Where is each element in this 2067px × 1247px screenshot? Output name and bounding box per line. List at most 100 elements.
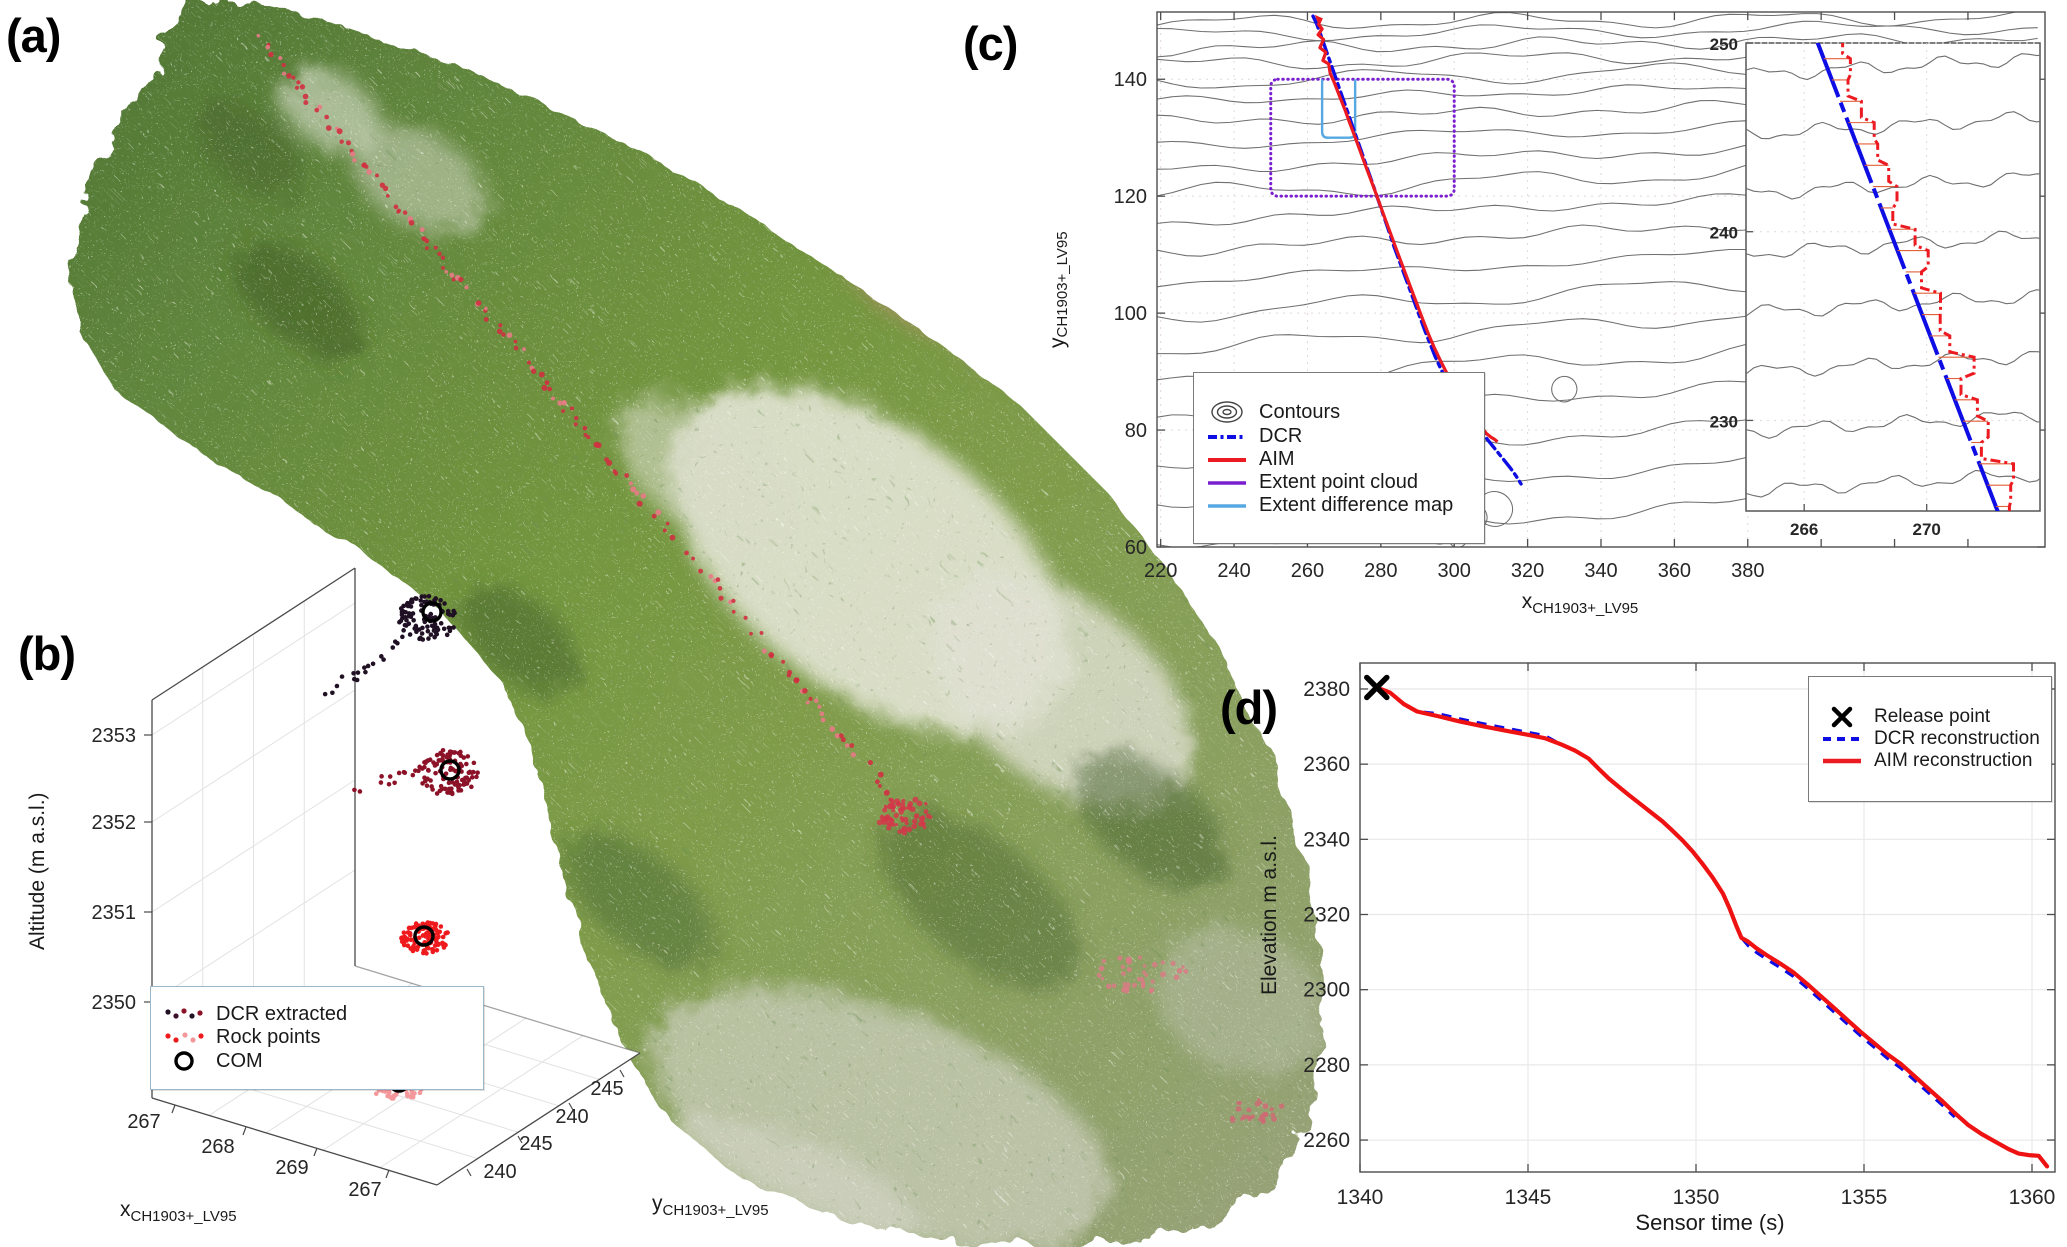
panel-c-label: (c) [963, 17, 1018, 70]
panel-d-legend: Release point DCR reconstruction AIM rec… [1808, 676, 2052, 802]
legend-row-contours: Contours [1204, 399, 1474, 425]
panel-b-y-axis-label: yCH1903+_LV95 [652, 1192, 769, 1219]
panel-d-ticks [1359, 663, 2055, 1172]
x-label-sub: CH1903+_LV95 [1532, 600, 1639, 618]
x-label-base: x [120, 1198, 131, 1221]
panel-b-x-axis-label: xCH1903+_LV95 [120, 1198, 237, 1225]
x-tick-label: 269 [275, 1157, 308, 1179]
y-tick-label: 2380 [1303, 678, 1350, 701]
x-tick-label: 260 [1291, 560, 1324, 582]
com-marker [413, 925, 435, 947]
x-tick-label: 240 [1217, 560, 1250, 582]
legend-label: DCR extracted [216, 1003, 348, 1025]
extent-point-cloud-line-icon [1204, 479, 1250, 487]
legend-label: Extent point cloud [1259, 471, 1418, 493]
contours-icon [1204, 399, 1250, 425]
y-label-base: y [652, 1192, 663, 1215]
release-point-marker [1364, 674, 1390, 701]
legend-row-extent-point-cloud: Extent point cloud [1204, 471, 1474, 494]
panel-c-x-axis-label: xCH1903+_LV95 [1400, 590, 1760, 617]
legend-row-rock-points: Rock points [161, 1026, 473, 1049]
release-point-x-icon [1819, 706, 1865, 728]
legend-row-dcr-extracted: DCR extracted [161, 1003, 473, 1026]
y-tick-label: 2300 [1303, 979, 1350, 1002]
y-label-sub: CH1903+_LV95 [1054, 231, 1072, 338]
inset-plot: 250 240 230 266 270 [1710, 35, 2041, 539]
legend-row-com: COM [161, 1049, 473, 1073]
inset-contour-lines [1746, 53, 2040, 498]
inset-grid [1746, 42, 2040, 511]
aim-start-arrow [1314, 14, 1323, 27]
panel-d-x-axis-label: Sensor time (s) [1635, 1210, 1785, 1235]
dcr-extracted-dots-icon [161, 1007, 207, 1023]
inset-x-tick-label: 266 [1790, 520, 1818, 539]
x-label-base: x [1521, 590, 1533, 613]
inset-y-tick-label: 240 [1710, 224, 1738, 243]
y-tick-label: 120 [1114, 186, 1147, 208]
extent-difference-map-line-icon [1204, 502, 1250, 510]
x-tick-label: 300 [1438, 560, 1471, 582]
y-label-sub: CH1903+_LV95 [662, 1202, 769, 1220]
legend-label: COM [216, 1049, 263, 1072]
x-tick-label: 320 [1511, 560, 1544, 582]
legend-label: Release point [1874, 706, 1991, 727]
legend-label: DCR reconstruction [1874, 728, 2040, 749]
cluster-dcr-lower [352, 747, 480, 797]
x-tick-label: 1340 [1337, 1186, 1384, 1209]
inset-x-tick-label: 270 [1913, 520, 1941, 539]
panel-d-y-axis-label: Elevation m a.s.l. [1258, 835, 1281, 995]
x-tick-label: 220 [1144, 560, 1177, 582]
com-marker [439, 759, 461, 781]
rock-points-dots-icon [161, 1030, 207, 1046]
inset-ticks [1746, 42, 1928, 511]
panel-c-y-axis-label: yCH1903+_LV95 [1046, 160, 1071, 420]
y-tick-label: 2340 [1303, 828, 1350, 851]
y-tick-label: 2260 [1303, 1129, 1350, 1152]
legend-label: Rock points [216, 1026, 321, 1048]
y-tick-label: 60 [1125, 537, 1147, 559]
dcr-dashed-line-icon [1819, 735, 1865, 743]
legend-label: Contours [1259, 400, 1341, 423]
inset-y-tick-label: 250 [1710, 35, 1738, 54]
aim-solid-line-icon [1819, 757, 1865, 765]
cluster-dcr-upper [322, 593, 457, 697]
x-tick-label: 1360 [2009, 1186, 2056, 1209]
panel-b-altitude-axis-label: Altitude (m a.s.l.) [26, 792, 49, 950]
y-tick-label: 245 [590, 1078, 623, 1100]
altitude-tick-label: 2350 [92, 992, 137, 1014]
inset-aim-line [1841, 43, 2015, 511]
y-tick-label: 100 [1114, 303, 1147, 325]
x-tick-label: 380 [1731, 560, 1764, 582]
x-tick-label: 1355 [1841, 1186, 1888, 1209]
y-tick-label: 2360 [1303, 753, 1350, 776]
legend-row-release-point: Release point [1819, 706, 2041, 728]
y-label-base: y [1046, 337, 1069, 349]
dcr-line-icon [1204, 433, 1250, 441]
legend-row-extent-difference-map: Extent difference map [1204, 494, 1474, 517]
x-tick-label: 267 [348, 1179, 381, 1201]
altitude-tick-label: 2353 [92, 725, 137, 747]
x-tick-label: 267 [127, 1111, 160, 1133]
panel-b-legend: DCR extracted Rock points COM [150, 986, 484, 1090]
rockfall-trajectory-dots [256, 33, 1285, 1125]
x-tick-label: 268 [201, 1136, 234, 1158]
inset-dcr-line [1815, 43, 2000, 511]
panel-b-label: (b) [18, 627, 76, 680]
legend-label: AIM reconstruction [1874, 750, 2033, 771]
panel-c-plot: 220 240 260 280 300 320 340 360 380 60 80 100 120 140… [1114, 11, 2046, 582]
y-tick-label: 245 [519, 1133, 552, 1155]
legend-label: DCR [1259, 425, 1303, 447]
panel-c-legend: Contours DCR AIM Extent point cloud Exte… [1193, 372, 1485, 544]
altitude-tick-label: 2351 [92, 902, 137, 924]
altitude-tick-label: 2352 [92, 812, 137, 834]
y-tick-label: 2280 [1303, 1054, 1350, 1077]
legend-row-aim: AIM [1204, 448, 1474, 471]
x-tick-label: 340 [1584, 560, 1617, 582]
aim-line-icon [1204, 456, 1250, 464]
extent-point-cloud-box [1269, 77, 1456, 198]
dcr-reconstruction-line [1376, 686, 1956, 1119]
com-circle-icon [161, 1049, 207, 1073]
panel-b-wall-grid [151, 601, 356, 1065]
